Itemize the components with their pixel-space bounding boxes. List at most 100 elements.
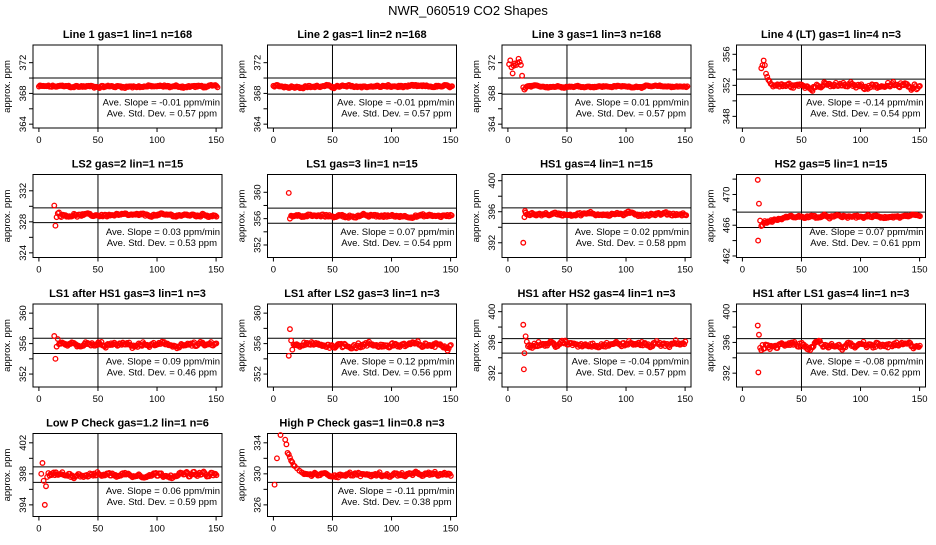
data-point xyxy=(38,470,45,477)
data-point xyxy=(683,212,690,219)
data-point xyxy=(764,73,771,80)
y-axis-label: approx. ppm xyxy=(706,190,717,243)
data-point xyxy=(52,222,59,229)
plot-box xyxy=(32,44,223,129)
std-dev-annotation: Ave. Std. Dev. = 0.54 ppm xyxy=(341,238,451,249)
data-point xyxy=(916,213,923,220)
x-tick-label: 100 xyxy=(618,394,634,405)
x-tick-label: 0 xyxy=(271,265,276,276)
plot-box xyxy=(267,174,457,258)
panel: LS1 gas=3 lin=1 n=15 0 50 100 150 352 356 360 ap… xyxy=(237,159,459,276)
panel-title: Line 2 gas=1 lin=2 n=168 xyxy=(297,29,426,41)
y-tick-label: 356 xyxy=(253,336,264,352)
x-tick-label: 100 xyxy=(853,394,869,405)
data-point xyxy=(52,355,59,362)
data-point xyxy=(274,455,280,462)
plot-box xyxy=(267,433,457,517)
y-tick-label: 352 xyxy=(722,77,733,93)
data-point xyxy=(519,72,526,79)
slope-annotation: Ave. Slope = 0.01 ppm/min xyxy=(575,98,689,109)
y-axis-label: approx. ppm xyxy=(237,449,248,502)
y-axis-label: approx. ppm xyxy=(471,60,482,113)
data-point xyxy=(212,212,219,219)
y-tick-label: 400 xyxy=(487,304,498,320)
y-tick-label: 392 xyxy=(487,235,498,251)
panel-title: HS1 after LS1 gas=4 lin=1 n=3 xyxy=(753,288,910,300)
panel-title: LS1 after HS1 gas=3 lin=1 n=3 xyxy=(49,288,206,300)
x-tick-label: 0 xyxy=(505,265,510,276)
panel: LS2 gas=2 lin=1 n=15 0 50 100 150 324 328 332 ap… xyxy=(2,159,224,276)
y-tick-label: 352 xyxy=(253,366,264,382)
x-tick-label: 50 xyxy=(327,135,338,146)
data-point xyxy=(842,344,849,351)
x-tick-label: 150 xyxy=(912,265,928,276)
y-axis-label: approx. ppm xyxy=(706,60,717,113)
data-point xyxy=(43,483,49,490)
x-tick-label: 150 xyxy=(912,135,928,146)
x-tick-label: 50 xyxy=(562,135,573,146)
data-point xyxy=(448,212,455,219)
data-point xyxy=(682,338,689,345)
slope-annotation: Ave. Slope = 0.03 ppm/min xyxy=(106,227,220,238)
x-tick-label: 50 xyxy=(93,394,104,405)
x-tick-label: 50 xyxy=(796,394,807,405)
slope-annotation: Ave. Slope = -0.08 ppm/min xyxy=(806,357,923,368)
x-tick-label: 150 xyxy=(208,265,224,276)
x-tick-label: 100 xyxy=(853,135,869,146)
plot-box xyxy=(736,174,926,258)
y-axis-label: approx. ppm xyxy=(2,190,13,243)
y-tick-label: 352 xyxy=(18,366,29,382)
std-dev-annotation: Ave. Std. Dev. = 0.59 ppm xyxy=(107,497,217,508)
data-point xyxy=(507,57,514,64)
panel-title: LS1 after LS2 gas=3 lin=1 n=3 xyxy=(284,288,440,300)
data-point xyxy=(755,369,762,376)
plot-box xyxy=(32,303,223,388)
plot-box xyxy=(32,174,223,258)
y-tick-label: 392 xyxy=(487,365,498,381)
data-point xyxy=(286,454,293,461)
y-axis-label: approx. ppm xyxy=(237,319,248,372)
x-tick-label: 150 xyxy=(912,394,928,405)
panel: LS1 after HS1 gas=3 lin=1 n=3 0 50 100 150 35… xyxy=(2,288,224,405)
x-tick-label: 0 xyxy=(271,135,276,146)
y-tick-label: 348 xyxy=(722,108,733,124)
x-tick-label: 0 xyxy=(505,394,510,405)
data-point xyxy=(520,321,527,328)
panel-title: LS2 gas=2 lin=1 n=15 xyxy=(72,159,184,171)
x-tick-label: 100 xyxy=(149,265,165,276)
data-point xyxy=(51,333,58,339)
y-tick-label: 364 xyxy=(253,116,264,132)
y-tick-label: 360 xyxy=(253,184,264,200)
data-point xyxy=(761,62,768,69)
data-point xyxy=(522,333,529,340)
plot-box xyxy=(736,44,926,129)
panel-title: HS1 gas=4 lin=1 n=15 xyxy=(540,159,653,171)
y-tick-label: 368 xyxy=(253,85,264,101)
data-point xyxy=(289,346,296,353)
data-point xyxy=(285,451,292,458)
data-point xyxy=(916,342,923,349)
data-point xyxy=(810,343,817,350)
data-point xyxy=(40,477,47,484)
x-tick-label: 100 xyxy=(618,135,634,146)
y-tick-label: 372 xyxy=(253,55,264,71)
x-tick-label: 0 xyxy=(36,265,41,276)
y-tick-label: 394 xyxy=(18,497,29,513)
x-tick-label: 100 xyxy=(384,394,400,405)
x-tick-label: 100 xyxy=(384,524,400,535)
data-point xyxy=(795,343,802,350)
data-point xyxy=(286,326,293,333)
x-tick-label: 100 xyxy=(149,524,165,535)
slope-annotation: Ave. Slope = -0.11 ppm/min xyxy=(338,486,455,497)
std-dev-annotation: Ave. Std. Dev. = 0.58 ppm xyxy=(576,238,686,249)
panel: Line 3 gas=1 lin=3 n=168 0 50 100 150 364 368 3… xyxy=(471,29,693,146)
data-point xyxy=(521,350,528,357)
y-tick-label: 372 xyxy=(18,55,29,71)
y-axis-label: approx. ppm xyxy=(2,449,13,502)
data-point xyxy=(54,336,61,342)
panel-title: Line 1 gas=1 lin=1 n=168 xyxy=(63,29,192,41)
data-point xyxy=(41,501,48,508)
x-tick-label: 50 xyxy=(327,394,338,405)
data-point xyxy=(183,469,190,475)
